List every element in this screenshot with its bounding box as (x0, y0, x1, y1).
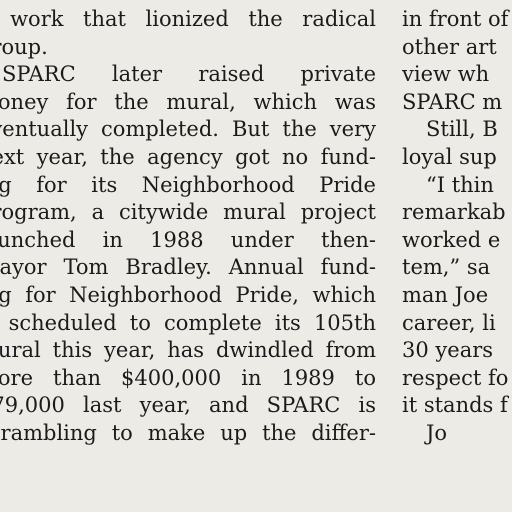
text-line: mural this year, has dwindled from (0, 338, 376, 363)
text-line: in front of (402, 7, 509, 31)
text-line: group. (0, 34, 48, 59)
text-line: tem,” sa (402, 255, 491, 280)
text-line: Mayor Tom Bradley. Annual fund- (0, 255, 376, 280)
text-line: launched in 1988 under then- (0, 227, 376, 252)
text-line: 30 years (402, 338, 494, 363)
text-line: eventually completed. But the very (0, 117, 376, 142)
text-line: scrambling to make up the differ- (0, 420, 376, 445)
text-line: next year, the agency got no fund- (0, 144, 376, 169)
text-line: a work that lionized the radical (0, 7, 376, 31)
column-gutter (384, 0, 400, 512)
text-line: respect fo (402, 365, 509, 390)
text-line: remarkab (402, 200, 506, 225)
text-line: is scheduled to complete its 105th (0, 310, 376, 335)
text-line: loyal sup (402, 144, 497, 169)
text-line: it stands f (402, 393, 508, 418)
text-line: man Joe (402, 282, 489, 307)
text-line: Still, B (426, 117, 498, 142)
text-line: money for the mural, which was (0, 89, 376, 114)
text-line: view wh (402, 62, 490, 87)
text-line: program, a citywide mural project (0, 200, 376, 225)
article-column-left: a work that lionized the radical group. … (0, 6, 376, 448)
text-line: other art (402, 34, 497, 59)
text-line: more than $400,000 in 1989 to (0, 365, 376, 390)
text-line: ing for Neighborhood Pride, which (0, 282, 376, 307)
text-line: worked e (402, 227, 501, 252)
text-line: SPARC later raised private (2, 62, 376, 87)
text-line: ing for its Neighborhood Pride (0, 172, 376, 197)
article-column-right: in front of other art view wh SPARC m St… (402, 6, 512, 448)
text-line: “I thin (426, 172, 494, 197)
text-line: SPARC m (402, 89, 503, 114)
text-line: $79,000 last year, and SPARC is (0, 393, 376, 418)
text-line: Jo (426, 420, 448, 445)
text-line: career, li (402, 310, 496, 335)
